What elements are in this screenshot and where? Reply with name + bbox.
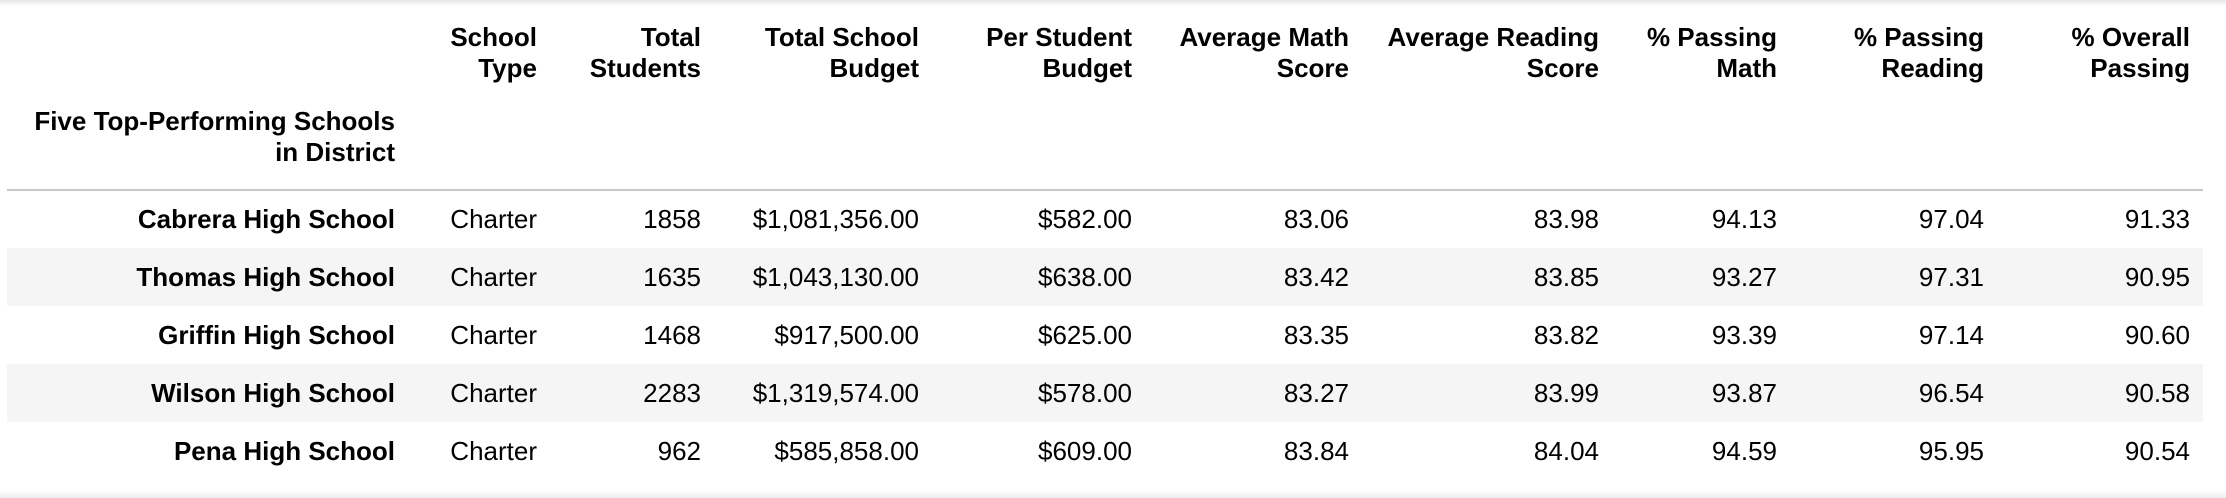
cell-total-school-budget: $1,043,130.00 <box>752 261 919 292</box>
column-header-passing-math: % Passing Math <box>1646 22 1777 83</box>
column-header-per-student-budget: Per Student Budget <box>986 22 1132 83</box>
cell-average-reading-score: 83.99 <box>1533 377 1599 408</box>
cell-per-student-budget: $609.00 <box>1038 435 1132 466</box>
column-header-school-type: School Type <box>450 22 537 83</box>
cell-total-school-budget: $1,319,574.00 <box>752 377 919 408</box>
cell-overall-passing: 90.60 <box>2124 319 2190 350</box>
dataframe-output: School Type Total Students Total School … <box>7 0 2203 480</box>
cell-total-students: 1858 <box>643 204 701 234</box>
cell-average-reading-score: 83.85 <box>1533 261 1599 292</box>
table-row: Cabrera High School Charter 1858 $1,081,… <box>7 190 2203 248</box>
column-header-average-reading-score: Average Reading Score <box>1387 22 1599 83</box>
cell-overall-passing: 90.58 <box>2124 377 2190 408</box>
cell-total-school-budget: $1,081,356.00 <box>752 204 919 234</box>
cell-passing-math: 93.39 <box>1711 319 1777 350</box>
table-row: Wilson High School Charter 2283 $1,319,5… <box>7 364 2203 422</box>
cell-school-type: Charter <box>450 319 537 350</box>
index-name-header: Five Top-Performing Schools in District <box>7 92 408 191</box>
cell-passing-reading: 97.31 <box>1918 261 1984 292</box>
cell-passing-reading: 95.95 <box>1918 435 1984 466</box>
output-top-edge <box>0 0 2226 6</box>
cell-total-students: 1468 <box>643 319 701 350</box>
cell-total-school-budget: $917,500.00 <box>774 319 919 350</box>
cell-passing-math: 93.27 <box>1711 261 1777 292</box>
cell-total-school-budget: $585,858.00 <box>774 435 919 466</box>
row-label: Thomas High School <box>136 261 395 292</box>
cell-passing-math: 94.59 <box>1711 435 1777 466</box>
cell-total-students: 962 <box>657 435 701 466</box>
cell-average-math-score: 83.42 <box>1283 261 1349 292</box>
cell-average-math-score: 83.35 <box>1283 319 1349 350</box>
cell-passing-math: 93.87 <box>1711 377 1777 408</box>
table-row: Thomas High School Charter 1635 $1,043,1… <box>7 248 2203 306</box>
cell-school-type: Charter <box>450 377 537 408</box>
row-label: Wilson High School <box>151 377 395 408</box>
column-header-passing-reading: % Passing Reading <box>1853 22 1984 83</box>
table-row: Pena High School Charter 962 $585,858.00… <box>7 422 2203 480</box>
cell-per-student-budget: $578.00 <box>1038 377 1132 408</box>
cell-per-student-budget: $638.00 <box>1038 261 1132 292</box>
cell-total-students: 2283 <box>643 377 701 408</box>
row-label: Griffin High School <box>158 319 395 350</box>
cell-average-math-score: 83.27 <box>1283 377 1349 408</box>
cell-average-reading-score: 84.04 <box>1533 435 1599 466</box>
index-header-row: Five Top-Performing Schools in District <box>7 92 2203 191</box>
column-header-overall-passing: % Overall Passing <box>2071 22 2190 83</box>
cell-per-student-budget: $625.00 <box>1038 319 1132 350</box>
cell-school-type: Charter <box>450 435 537 466</box>
column-header-average-math-score: Average Math Score <box>1179 22 1349 83</box>
cell-passing-math: 94.13 <box>1711 204 1777 234</box>
cell-average-reading-score: 83.98 <box>1533 204 1599 234</box>
cell-passing-reading: 97.04 <box>1918 204 1984 234</box>
output-bottom-edge <box>0 490 2226 498</box>
cell-overall-passing: 91.33 <box>2124 204 2190 234</box>
column-header-total-students: Total Students <box>589 22 701 83</box>
cell-passing-reading: 96.54 <box>1918 377 1984 408</box>
cell-overall-passing: 90.54 <box>2124 435 2190 466</box>
cell-passing-reading: 97.14 <box>1918 319 1984 350</box>
table-row: Griffin High School Charter 1468 $917,50… <box>7 306 2203 364</box>
row-label: Cabrera High School <box>137 204 395 234</box>
cell-overall-passing: 90.95 <box>2124 261 2190 292</box>
column-header-total-school-budget: Total School Budget <box>764 22 919 83</box>
cell-total-students: 1635 <box>643 261 701 292</box>
cell-average-math-score: 83.06 <box>1283 204 1349 234</box>
cell-school-type: Charter <box>450 261 537 292</box>
row-label: Pena High School <box>173 435 395 466</box>
cell-average-math-score: 83.84 <box>1283 435 1349 466</box>
top-schools-table: School Type Total Students Total School … <box>7 0 2203 480</box>
cell-per-student-budget: $582.00 <box>1038 204 1132 234</box>
column-header-row: School Type Total Students Total School … <box>7 0 2203 92</box>
corner-header-cell <box>7 0 408 92</box>
cell-school-type: Charter <box>450 204 537 234</box>
cell-average-reading-score: 83.82 <box>1533 319 1599 350</box>
